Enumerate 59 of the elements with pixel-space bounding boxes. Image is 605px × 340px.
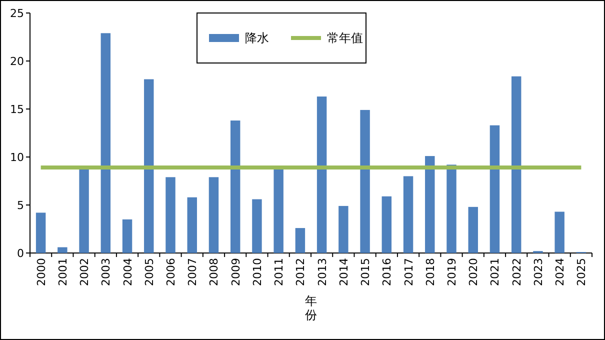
bar [274,168,284,253]
y-tick-label: 15 [10,103,24,116]
bar [511,76,522,253]
bar [382,196,392,253]
bar [295,228,306,253]
bar [425,156,435,253]
bar [230,120,240,253]
legend-label: 常年值 [327,31,363,45]
x-tick-label: 2014 [337,258,350,286]
x-tick-label: 2017 [402,258,416,286]
y-tick-label: 10 [10,151,24,164]
x-tick-label: 2013 [316,258,329,286]
y-tick-label: 20 [10,55,24,68]
x-tick-label: 2023 [532,258,545,286]
y-tick-label: 5 [17,199,24,212]
y-tick-label: 25 [10,7,24,20]
bar [208,177,219,253]
x-tick-label: 2001 [56,258,70,286]
x-tick-label: 2006 [164,258,178,286]
bar [446,164,456,253]
bar [122,219,132,253]
x-tick-label: 2000 [34,258,48,286]
bar [554,212,564,253]
bar [490,125,500,253]
bar [338,206,348,253]
bar [166,177,176,253]
x-tick-label: 2004 [121,258,134,286]
x-tick-label: 2022 [510,258,524,286]
x-axis-title: 年份 [305,294,317,322]
x-tick-label: 2016 [380,258,394,286]
x-tick-label: 2024 [554,258,567,286]
x-tick-label: 2003 [100,258,113,286]
x-tick-label: 2008 [208,258,221,286]
bar [187,197,197,253]
x-tick-label: 2021 [488,258,502,286]
bar [58,247,68,253]
legend-label: 降水 [245,31,269,45]
x-tick-label: 2011 [272,258,286,286]
x-tick-label: 2002 [78,258,92,286]
x-tick-label: 2020 [467,258,480,286]
x-tick-label: 2012 [294,258,308,286]
x-tick-label: 2010 [250,258,264,286]
x-tick-label: 2007 [186,258,200,286]
bar [360,110,370,253]
x-tick-label: 2025 [575,258,588,286]
bar [144,79,154,253]
bar [403,176,414,253]
x-tick-label: 2018 [424,258,437,286]
x-tick-label: 2015 [359,258,372,286]
bar [468,206,478,253]
x-tick-label: 2019 [446,258,458,286]
bar [100,33,111,253]
bar [36,212,46,253]
x-tick-label: 2009 [229,258,242,286]
x-tick-label: 2005 [142,258,156,286]
bar [79,168,89,253]
y-tick-label: 0 [17,247,24,260]
bar [252,199,262,253]
bar [316,96,327,253]
